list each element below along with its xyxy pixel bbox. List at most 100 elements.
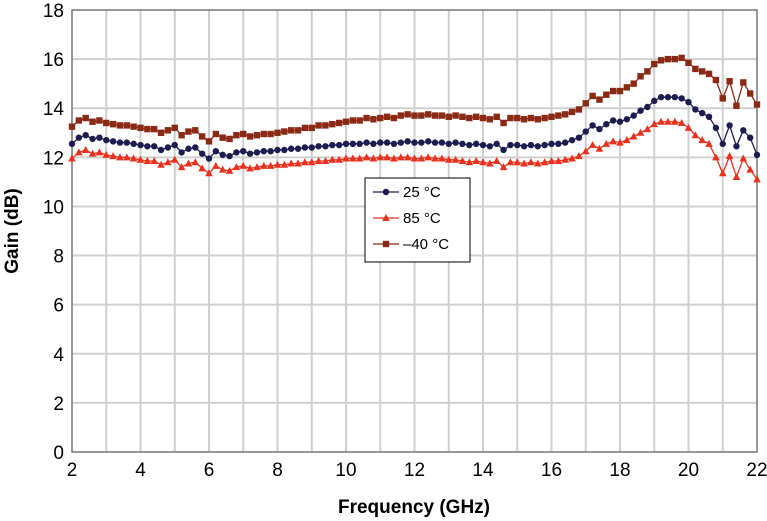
data-point [623,84,631,91]
data-point [157,146,165,154]
data-point [390,154,398,162]
data-point [75,148,83,156]
data-point [554,157,563,165]
data-point [198,150,206,157]
data-point [568,154,576,162]
data-point [260,130,267,138]
data-point [349,154,357,162]
data-point [103,119,110,127]
data-point [329,141,336,149]
data-point [403,153,412,161]
legend-entry: 25 °C [373,184,441,201]
data-point [82,114,89,122]
data-point [575,152,583,160]
data-point [315,122,322,129]
data-point [664,93,672,101]
data-point [411,139,418,146]
data-point [527,114,535,122]
data-point [732,172,741,180]
data-point [664,117,672,125]
data-point [239,161,248,169]
data-point [677,118,686,126]
data-point [540,158,549,166]
data-point [719,95,726,102]
data-point [466,114,473,122]
data-point [377,114,384,122]
data-point [205,138,213,145]
data-point [109,138,117,145]
y-tick-label: 18 [43,1,64,22]
data-point [267,147,274,155]
data-point [568,108,576,116]
data-point [246,150,254,157]
data-point [644,103,651,111]
data-point [596,125,603,133]
data-point [274,129,281,136]
data-point [616,87,624,95]
data-point [705,139,713,147]
data-point [725,152,734,160]
data-point [726,78,733,85]
data-point [459,140,466,148]
data-point [335,155,343,163]
data-point [651,60,658,68]
data-point [123,153,131,161]
data-point [630,112,637,119]
data-point [630,80,637,87]
data-point [445,140,452,148]
data-point [492,157,501,165]
data-point [575,106,583,113]
data-point [548,113,555,121]
plot-area-border [71,9,758,453]
series-0 [68,93,761,162]
data-point [479,141,487,149]
data-point [472,140,480,148]
data-point [288,145,295,152]
data-point [411,112,418,119]
legend: 25 °C 85 °C –40 °C [364,177,471,263]
data-point [451,155,460,163]
data-point [342,140,350,148]
data-point [137,141,144,149]
data-point [137,124,144,132]
data-point [226,135,233,143]
data-point [671,55,678,63]
data-point [281,146,288,154]
data-point [225,166,234,174]
data-point [472,157,480,165]
y-tick-label: 16 [43,50,64,71]
y-tick-labels: 0 2 4 6 8 10 12 14 16 18 [43,1,65,464]
data-point [651,97,658,105]
data-point [170,155,179,163]
data-point [322,143,329,150]
x-tick-label: 22 [746,460,767,481]
data-point [513,158,522,166]
data-point [95,148,104,156]
data-point [102,150,111,158]
x-tick-label: 18 [609,460,630,481]
data-point [753,151,761,159]
y-axis-title: Gain (dB) [2,188,23,274]
data-point [746,90,754,97]
data-point [753,101,761,108]
data-point [287,159,295,167]
x-axis-title: Frequency (GHz) [338,497,490,518]
data-point [144,125,151,133]
data-point [425,138,432,145]
data-point [705,70,713,78]
legend-marker [382,214,390,221]
data-point [68,123,76,130]
data-point [383,139,391,146]
data-point [636,128,645,136]
data-point [466,141,473,149]
data-point [507,141,514,149]
data-point [493,113,500,121]
data-point [719,140,726,148]
data-point [136,155,145,163]
data-point [397,112,404,119]
data-point [171,124,178,132]
data-point [465,158,474,166]
data-point [89,118,96,125]
data-point [603,120,610,128]
data-point [459,113,466,121]
